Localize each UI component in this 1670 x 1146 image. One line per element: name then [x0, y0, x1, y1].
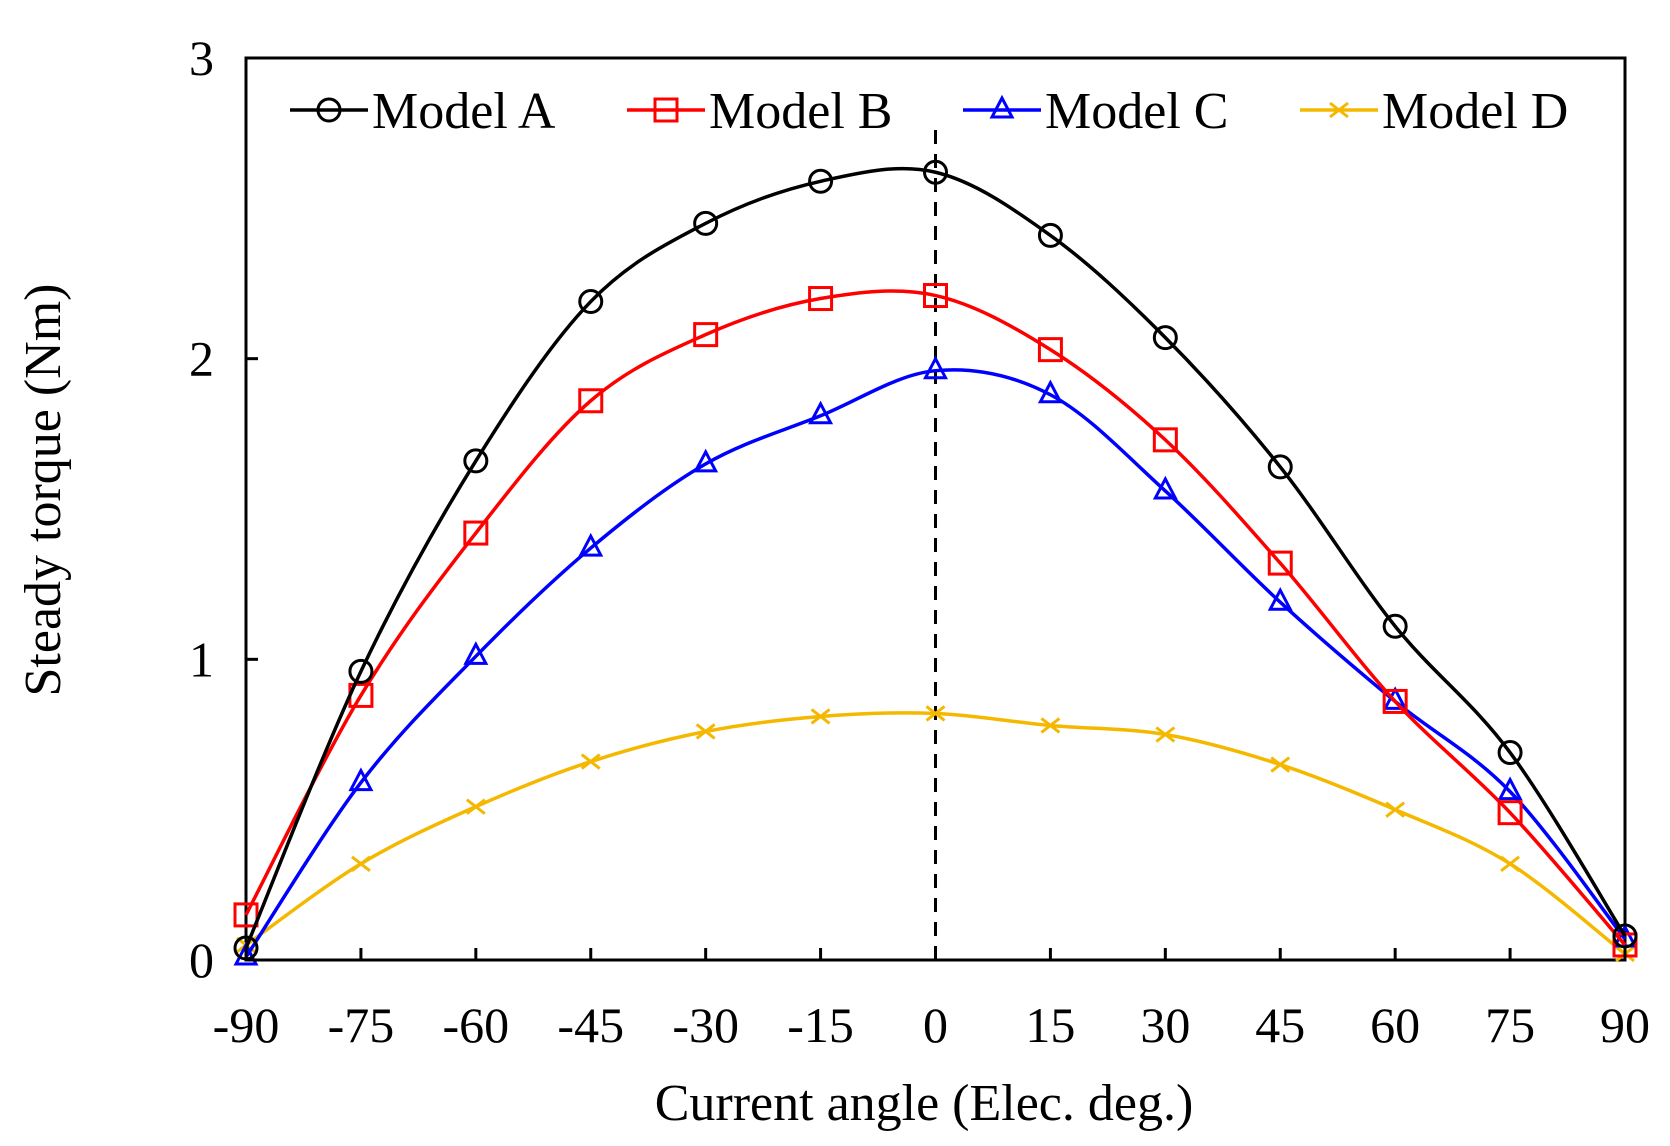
data-point-model-d	[925, 705, 946, 722]
x-tick-label: -60	[443, 997, 510, 1053]
data-point-model-d	[465, 798, 486, 815]
legend-marker-model-d	[1329, 101, 1349, 119]
data-point-model-a	[1382, 613, 1408, 639]
data-point-model-b	[1382, 688, 1408, 714]
data-point-model-c	[693, 448, 719, 473]
legend-label-model-b: Model B	[709, 83, 892, 140]
data-point-model-c	[808, 400, 834, 425]
x-tick-label: 60	[1370, 997, 1420, 1053]
legend-item-model-c: Model C	[963, 83, 1228, 140]
data-point-model-a	[1267, 454, 1293, 480]
data-point-model-c	[1152, 475, 1178, 500]
data-point-model-c	[233, 941, 259, 966]
y-axis-title: Steady torque (Nm)	[15, 283, 72, 696]
series-line-model-a	[244, 166, 1627, 949]
legend-marker-model-a	[316, 97, 342, 123]
legend-item-model-d: Model D	[1300, 83, 1568, 140]
plot-area	[244, 56, 1627, 962]
legend-marker-model-b	[653, 97, 679, 123]
x-tick-label: 30	[1140, 997, 1190, 1053]
series-model-b	[233, 283, 1638, 958]
data-point-model-b	[1267, 550, 1293, 576]
data-point-model-a	[808, 168, 834, 194]
legend-item-model-a: Model A	[290, 83, 556, 140]
data-point-model-b	[808, 286, 834, 312]
y-tick-label: 0	[189, 932, 214, 988]
data-point-model-d	[1270, 756, 1291, 773]
data-point-model-d	[1155, 726, 1176, 743]
x-axis-title: Current angle (Elec. deg.)	[655, 1075, 1194, 1132]
x-tick-label: -30	[672, 997, 739, 1053]
data-point-model-d	[810, 708, 831, 725]
data-point-model-a	[923, 159, 948, 185]
x-tick-label: 0	[923, 997, 948, 1053]
series-model-d	[236, 705, 1635, 963]
x-tick-label: -75	[328, 997, 395, 1053]
x-tick-label: 90	[1600, 997, 1650, 1053]
data-point-model-c	[923, 355, 948, 380]
data-point-model-d	[1385, 801, 1406, 818]
data-point-model-b	[1037, 337, 1063, 363]
data-point-model-d	[1500, 855, 1521, 872]
x-tick-label: -15	[787, 997, 854, 1053]
plot-frame	[244, 56, 1627, 962]
x-axis: -90 -75 -60 -45 -30 -15 0 15 30 45 60 75 90	[213, 948, 1650, 1053]
data-point-model-c	[1037, 379, 1063, 404]
data-point-model-b	[923, 283, 948, 309]
x-tick-label: -90	[213, 997, 280, 1053]
data-point-model-d	[350, 855, 371, 872]
data-point-model-a	[693, 210, 719, 236]
series-line-model-b	[244, 289, 1627, 947]
data-point-model-a	[463, 448, 489, 474]
data-point-model-b	[233, 902, 259, 928]
data-point-model-d	[695, 723, 716, 740]
data-point-model-c	[578, 532, 604, 557]
legend: Model A Model B Model C Model D	[290, 83, 1568, 140]
y-tick-label: 2	[189, 331, 214, 387]
y-axis: 0 1 2 3	[189, 30, 258, 988]
y-tick-label: 3	[189, 30, 214, 86]
data-point-model-c	[1267, 586, 1293, 611]
data-point-model-a	[1612, 923, 1638, 949]
series-model-a	[233, 159, 1638, 961]
series-layer	[233, 159, 1638, 966]
legend-marker-model-c	[989, 94, 1015, 119]
x-tick-label: -45	[557, 997, 624, 1053]
data-point-model-b	[578, 388, 604, 414]
data-point-model-d	[1040, 717, 1061, 734]
data-point-model-b	[463, 520, 489, 546]
data-point-model-c	[1497, 776, 1523, 801]
data-point-model-c	[348, 767, 374, 792]
legend-label-model-c: Model C	[1045, 83, 1228, 140]
data-point-model-b	[1497, 800, 1523, 826]
data-point-model-c	[1382, 686, 1408, 710]
data-point-model-a	[1152, 325, 1178, 351]
x-tick-label: 45	[1255, 997, 1305, 1053]
data-point-model-a	[348, 658, 374, 684]
x-tick-label: 75	[1485, 997, 1535, 1053]
x-tick-label: 15	[1025, 997, 1075, 1053]
y-tick-label: 1	[189, 631, 214, 687]
data-point-model-a	[1497, 740, 1523, 766]
legend-label-model-a: Model A	[372, 83, 556, 140]
data-point-model-a	[578, 289, 604, 315]
data-point-model-b	[693, 322, 719, 348]
data-point-model-b	[1152, 427, 1178, 453]
legend-label-model-d: Model D	[1382, 83, 1568, 140]
data-point-model-a	[1037, 222, 1063, 248]
data-point-model-d	[580, 753, 601, 770]
legend-item-model-b: Model B	[627, 83, 892, 140]
data-point-model-c	[463, 641, 489, 665]
